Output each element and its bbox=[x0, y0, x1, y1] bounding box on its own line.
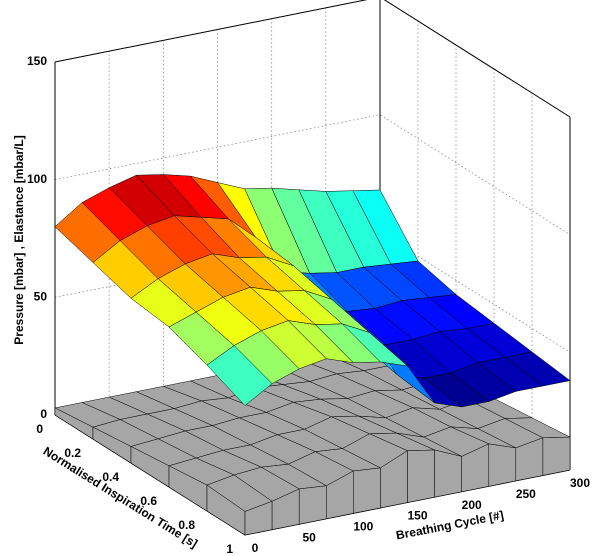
surface-patch bbox=[542, 436, 571, 476]
surface-patch bbox=[353, 467, 381, 514]
y-tick-label: 0.4 bbox=[102, 470, 119, 484]
axis-line bbox=[54, 0, 571, 118]
x-tick-label: 50 bbox=[302, 530, 316, 544]
surface-patch bbox=[488, 443, 517, 487]
surfaces bbox=[54, 174, 571, 536]
y-tick-label: 0.2 bbox=[64, 446, 81, 460]
x-tick-label: 250 bbox=[516, 487, 536, 501]
x-tick-label: 200 bbox=[462, 498, 482, 512]
surface-patch bbox=[434, 449, 462, 498]
y-tick-label: 1 bbox=[226, 542, 233, 556]
grid-line bbox=[54, 231, 571, 353]
y-tick-label: 0 bbox=[36, 422, 43, 436]
surface-patch bbox=[206, 345, 273, 406]
x-tick-label: 300 bbox=[570, 476, 590, 490]
z-tick-label: 150 bbox=[27, 54, 47, 68]
y-tick-label: 0.6 bbox=[140, 494, 157, 508]
x-tick-label: 0 bbox=[252, 541, 259, 555]
surface-patch bbox=[407, 449, 435, 503]
grid-line bbox=[54, 114, 571, 236]
z-tick-label: 50 bbox=[34, 290, 48, 304]
z-tick-label: 0 bbox=[40, 407, 47, 421]
y-tick-label: 0.8 bbox=[178, 518, 195, 532]
x-tick-label: 100 bbox=[353, 520, 373, 534]
z-axis-label: Pressure [mbar] , Elastance [mbar/L] bbox=[12, 135, 26, 344]
z-tick-label: 100 bbox=[27, 172, 47, 186]
surface-patch bbox=[298, 485, 327, 525]
x-tick-label: 150 bbox=[407, 509, 427, 523]
